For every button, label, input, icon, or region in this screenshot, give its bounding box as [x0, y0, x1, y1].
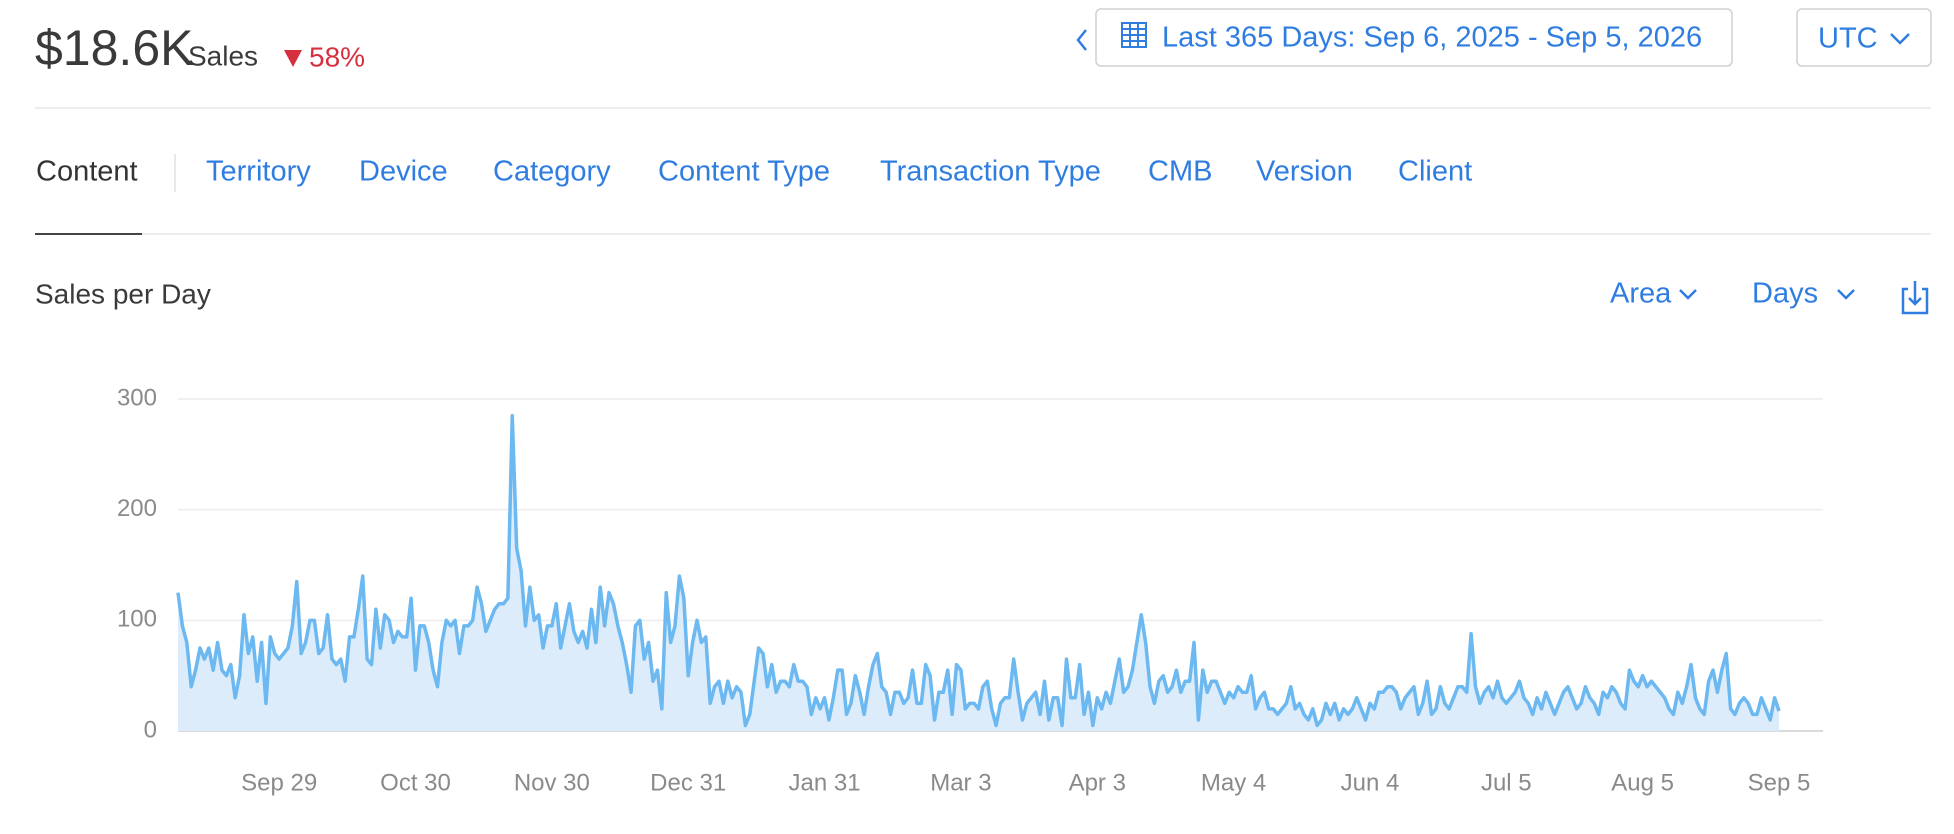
tab[interactable]: Territory: [206, 156, 311, 188]
x-tick-label: Jan 31: [789, 769, 861, 796]
chevron: [1837, 289, 1855, 300]
y-tick-label: 100: [117, 606, 157, 633]
x-tick-label: Aug 5: [1611, 769, 1674, 796]
tab[interactable]: CMB: [1148, 156, 1212, 188]
tab[interactable]: Transaction Type: [880, 156, 1101, 188]
x-tick-label: Apr 3: [1069, 769, 1126, 796]
download-icon[interactable]: [1901, 281, 1929, 315]
chart-title: Sales per Day: [35, 278, 211, 309]
y-tick-label: 200: [117, 495, 157, 522]
tab[interactable]: Content: [36, 156, 138, 188]
timezone-button[interactable]: [1796, 8, 1932, 67]
tab[interactable]: Device: [359, 156, 448, 188]
y-tick-label: 0: [144, 716, 157, 743]
y-tick-label: 300: [117, 384, 157, 411]
chart: 0 100 200 300 Sep 29 Oct 30 Nov 30 Dec 31 Jan 31…: [117, 384, 1823, 796]
interval[interactable]: Days: [1752, 278, 1818, 310]
sales-line: [176, 413, 1781, 728]
tab[interactable]: Version: [1256, 156, 1353, 188]
tab[interactable]: Client: [1398, 156, 1472, 188]
tab[interactable]: Content Type: [658, 156, 830, 188]
tab[interactable]: Category: [493, 156, 611, 188]
prev-period[interactable]: [1076, 29, 1087, 51]
sales-change: 58%: [309, 41, 365, 72]
date-range: Last 365 Days: Sep 6, 2025 - Sep 5, 2026: [1162, 22, 1702, 54]
area-fill: [178, 415, 1779, 731]
x-tick-label: May 4: [1201, 769, 1266, 796]
sales-amount: $18.6K: [35, 20, 193, 76]
x-tick-label: Sep 5: [1748, 769, 1811, 796]
sales-label: Sales: [188, 40, 258, 71]
down-arrow: [284, 50, 302, 67]
x-tick-label: Jun 4: [1341, 769, 1400, 796]
x-tick-label: Sep 29: [241, 769, 317, 796]
timezone: UTC: [1818, 23, 1878, 55]
x-tick-label: Mar 3: [930, 769, 991, 796]
date-range-button[interactable]: [1095, 8, 1733, 67]
chart-style[interactable]: Area: [1610, 278, 1672, 310]
chevron: [1679, 289, 1697, 300]
x-tick-label: Oct 30: [380, 769, 451, 796]
chevron: [1890, 33, 1910, 45]
x-tick-label: Jul 5: [1481, 769, 1532, 796]
x-tick-label: Dec 31: [650, 769, 726, 796]
x-tick-label: Nov 30: [514, 769, 590, 796]
calendar-icon: [1121, 22, 1147, 48]
